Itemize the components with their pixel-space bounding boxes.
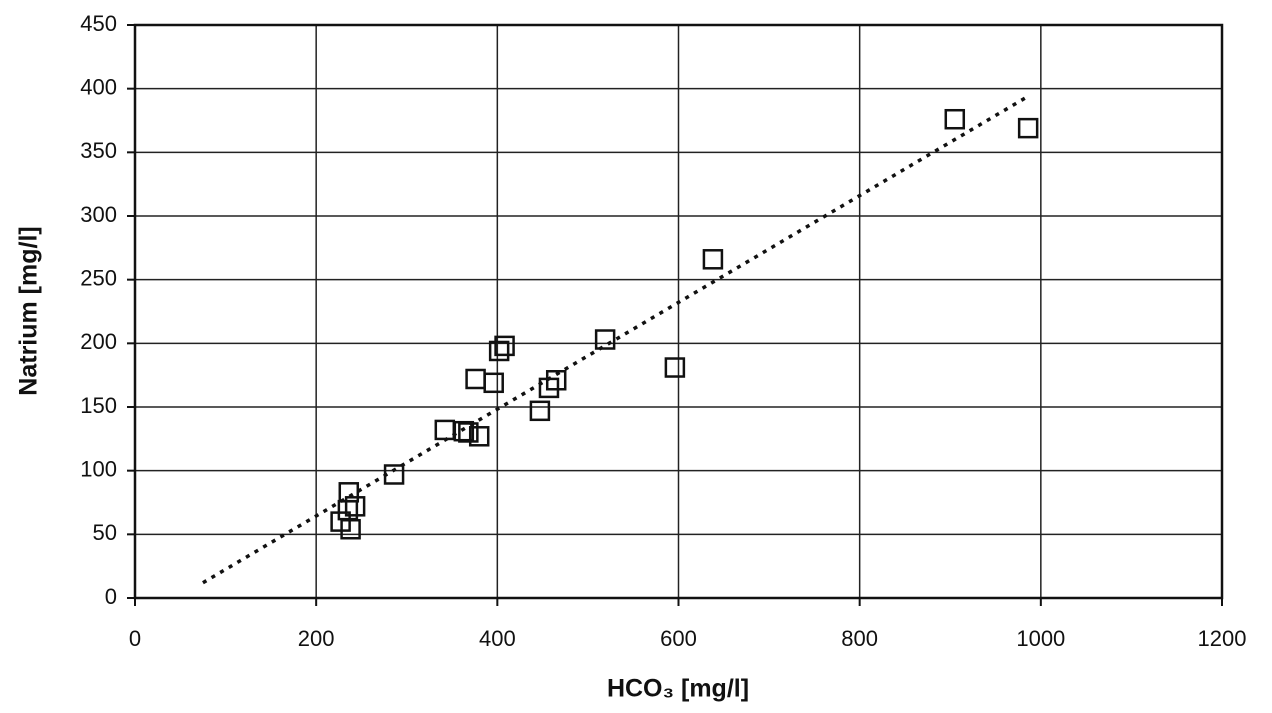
x-axis-title: HCO₃ [mg/l] <box>607 675 749 703</box>
y-tick-label: 200 <box>80 329 117 354</box>
y-tick-label: 0 <box>105 584 117 609</box>
scatter-point <box>453 420 475 442</box>
y-tick-label: 100 <box>80 456 117 481</box>
y-tick-label: 350 <box>80 138 117 163</box>
scatter-point <box>483 372 504 394</box>
scatter-point <box>340 518 361 540</box>
plot-frame <box>133 23 1224 600</box>
scatter-point <box>664 357 686 378</box>
y-tick-label: 250 <box>80 265 117 290</box>
x-tick-label: 600 <box>660 626 697 651</box>
scatter-point <box>545 370 567 391</box>
y-axis-title: Natrium [mg/l] <box>15 226 43 395</box>
scatter-point <box>465 368 486 390</box>
scatter-point <box>529 400 551 422</box>
y-tick-label: 400 <box>80 74 117 99</box>
scatter-point <box>344 496 366 517</box>
x-tick-label: 1200 <box>1198 626 1247 651</box>
scatter-point <box>594 329 616 350</box>
scatter-point <box>468 426 490 447</box>
scatter-point <box>494 335 515 357</box>
scatter-point <box>702 249 724 270</box>
scatter-point <box>383 464 405 485</box>
trendline <box>202 94 1030 585</box>
x-tick-label: 800 <box>841 626 878 651</box>
scatter-point <box>538 377 560 399</box>
y-tick-label: 450 <box>80 11 117 36</box>
scatter-point <box>488 340 510 362</box>
y-tick-label: 150 <box>80 393 117 418</box>
x-tick-label: 400 <box>479 626 516 651</box>
scatter-point <box>434 419 456 441</box>
scatter-point <box>1017 117 1039 139</box>
x-tick-label: 200 <box>298 626 335 651</box>
y-tick-label: 50 <box>93 520 117 545</box>
scatter-point <box>944 108 966 130</box>
x-tick-label: 0 <box>129 626 141 651</box>
scatter-point <box>458 422 479 443</box>
x-tick-label: 1000 <box>1016 626 1065 651</box>
y-tick-label: 300 <box>80 202 117 227</box>
